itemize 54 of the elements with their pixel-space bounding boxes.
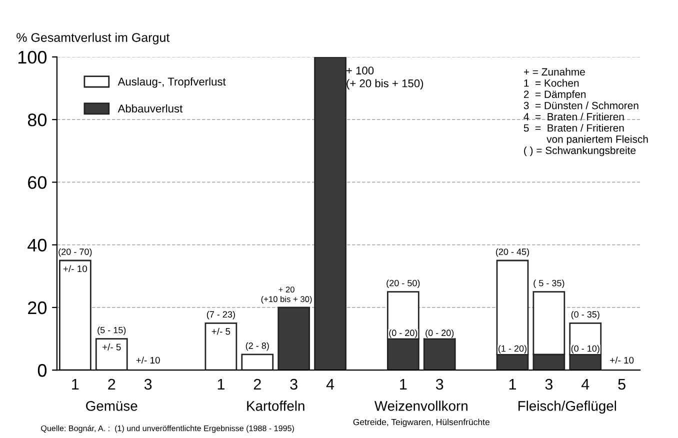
data-label: (7 - 23) (206, 310, 235, 320)
data-label: (20 - 50) (386, 280, 420, 288)
x-tick-label: 5 (618, 379, 626, 390)
bar (278, 306, 310, 370)
bar (241, 354, 274, 370)
source-note: Quelle: Bognár, A. : (1) und unveröffentlichte Ergebnisse (1988 - 1995) (41, 425, 294, 433)
x-tick-label: 3 (545, 378, 553, 390)
data-label: (20 - 70) (58, 248, 92, 257)
bar (204, 322, 238, 370)
data-label: (1 - 20) (498, 345, 526, 354)
x-tick-label: 1 (72, 379, 79, 390)
x-tick-label: 2 (254, 378, 261, 390)
data-label: (5 - 15) (98, 326, 126, 336)
annotation: + = Zunahme 1 = Kochen 2 = Dämpfen 3 = Dünsten / Schmoren 4 = Braten / Fritieren 5 = Braten / Fritieren von paniertem Fleisch ( ) = Schwankungsbreite (524, 68, 648, 156)
data-label: (20 - 45) (496, 248, 529, 257)
text: Fleisch/Geflügel (518, 400, 616, 414)
data-label: (0 - 10) (571, 345, 600, 354)
annotation: +/- 10 (610, 356, 634, 364)
x-tick-label: 4 (581, 379, 590, 390)
text: Weizenvollkorn Getreide, Teigwaren, Hülsenfrüchte (353, 400, 490, 427)
y-axis-title: % Gesamtverlust im Gargut (16, 32, 170, 44)
bar (58, 260, 92, 370)
x-tick-label: 4 (326, 379, 334, 390)
x-tick-label: 1 (509, 379, 516, 390)
annotation: +/- 5 (212, 328, 230, 335)
annotation: +/- 5 (102, 343, 121, 350)
x-tick-label: 3 (290, 378, 298, 390)
data-label: ( 5 - 35) (534, 280, 564, 288)
text: Gemüse (86, 401, 138, 411)
bar (314, 56, 346, 370)
data-label: (0 - 20) (389, 329, 418, 338)
bar (95, 338, 128, 370)
y-tick-label: 100 (18, 50, 47, 64)
annotation: + 100 (+ 20 bis + 150) (346, 66, 424, 90)
y-tick-label: 0 (38, 364, 47, 377)
y-tick-label: 40 (28, 238, 47, 252)
data-label: (2 - 8) (246, 342, 269, 351)
y-tick-label: 80 (28, 114, 47, 126)
x-tick-label: 2 (108, 378, 116, 390)
y-tick-label: 60 (28, 176, 47, 189)
data-label: + 20 (+10 bis + 30) (261, 286, 312, 304)
data-label: (0 - 35) (571, 310, 600, 320)
x-tick-label: 1 (400, 379, 407, 390)
x-tick-label: 3 (436, 378, 444, 390)
legend-label: Auslaug-, Tropfverlust (118, 77, 226, 88)
data-label: (0 - 20) (426, 329, 454, 338)
bar (423, 338, 456, 370)
x-tick-label: 1 (218, 379, 224, 390)
x-tick-label: 3 (144, 378, 152, 390)
annotation: +/- 10 (63, 265, 88, 272)
y-tick-label: 20 (28, 301, 47, 314)
legend-label: Abbauverlust (118, 104, 183, 113)
text: Kartoffeln (247, 400, 304, 411)
annotation: +/- 10 (136, 356, 160, 364)
